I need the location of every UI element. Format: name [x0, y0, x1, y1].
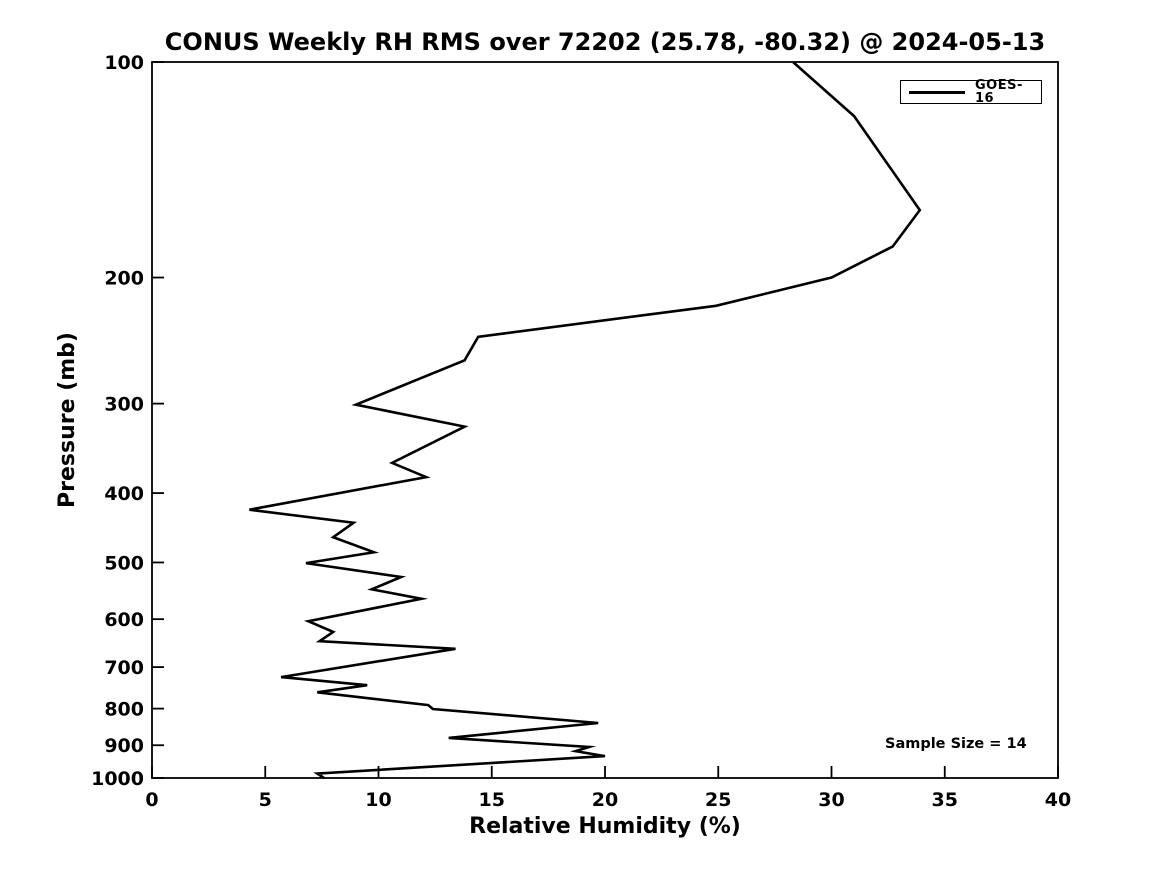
y-tick-label: 1000: [91, 768, 144, 790]
legend-line-sample: [909, 90, 965, 94]
y-tick-label: 100: [104, 52, 144, 74]
x-tick-label: 15: [479, 789, 505, 811]
x-tick-label: 35: [932, 789, 958, 811]
goes16-line: [249, 61, 922, 780]
sample-size-annotation: Sample Size = 14: [885, 736, 1027, 752]
y-tick-label: 700: [104, 657, 144, 679]
x-tick-label: 40: [1045, 789, 1071, 811]
x-tick-label: 20: [592, 789, 618, 811]
legend-entry-label: GOES-16: [975, 78, 1023, 106]
y-tick-label: 500: [104, 552, 144, 574]
y-tick-label: 900: [104, 735, 144, 757]
x-axis-label: Relative Humidity (%): [469, 814, 741, 839]
y-tick-label: 800: [104, 699, 144, 721]
axes-box: [151, 61, 1059, 779]
y-tick-label: 300: [104, 394, 144, 416]
x-tick-label: 0: [145, 789, 158, 811]
x-tick-label: 10: [365, 789, 391, 811]
chart-title: CONUS Weekly RH RMS over 72202 (25.78, -…: [164, 28, 1046, 56]
y-tick-label: 600: [104, 609, 144, 631]
legend: GOES-16: [900, 78, 1042, 106]
x-tick-label: 5: [259, 789, 272, 811]
x-tick-label: 25: [705, 789, 731, 811]
y-tick-label: 200: [104, 268, 144, 290]
y-tick-label: 400: [104, 483, 144, 505]
x-tick-label: 30: [818, 789, 844, 811]
